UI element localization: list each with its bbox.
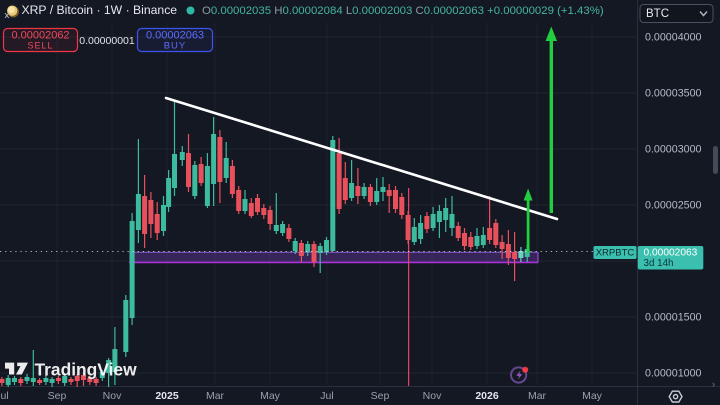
- svg-text:Nov: Nov: [103, 390, 122, 402]
- svg-text:Nov: Nov: [423, 390, 442, 402]
- svg-text:BTC: BTC: [646, 8, 669, 20]
- svg-text:0.00001000: 0.00001000: [645, 368, 702, 380]
- svg-text:3d 14h: 3d 14h: [644, 258, 674, 269]
- svg-text:XRP / Bitcoin · 1W · Binance: XRP / Bitcoin · 1W · Binance: [22, 3, 178, 17]
- svg-text:0.00002500: 0.00002500: [645, 200, 702, 212]
- svg-text:SELL: SELL: [27, 41, 53, 51]
- svg-text:TradingView: TradingView: [35, 360, 138, 380]
- svg-text:0.00002062: 0.00002062: [11, 30, 69, 42]
- svg-text:O0.00002035 H0.00002084 L0.000: O0.00002035 H0.00002084 L0.00002003 C0.0…: [202, 5, 604, 17]
- svg-text:Jul: Jul: [0, 390, 9, 402]
- svg-text:Jul: Jul: [320, 390, 333, 402]
- svg-text:Sep: Sep: [48, 390, 67, 402]
- svg-text:0.00002063: 0.00002063: [146, 30, 204, 42]
- svg-text:Sep: Sep: [371, 390, 390, 402]
- svg-text:Mar: Mar: [528, 390, 547, 402]
- svg-text:2026: 2026: [475, 390, 499, 402]
- svg-text:x: x: [5, 10, 10, 21]
- svg-text:0.00004000: 0.00004000: [645, 32, 702, 44]
- svg-text:Mar: Mar: [206, 390, 225, 402]
- svg-text:XRPBTC: XRPBTC: [596, 248, 635, 259]
- svg-text:0.00000001: 0.00000001: [79, 35, 135, 47]
- svg-text:›: ›: [712, 379, 715, 389]
- svg-text:BUY: BUY: [164, 41, 187, 52]
- svg-text:2025: 2025: [155, 390, 179, 402]
- svg-text:0.00001500: 0.00001500: [645, 312, 702, 324]
- svg-text:0.00003000: 0.00003000: [645, 144, 702, 156]
- svg-text:0.00002063: 0.00002063: [644, 247, 698, 258]
- svg-text:May: May: [582, 390, 603, 402]
- svg-text:0.00003500: 0.00003500: [645, 88, 702, 100]
- svg-text:May: May: [260, 390, 281, 402]
